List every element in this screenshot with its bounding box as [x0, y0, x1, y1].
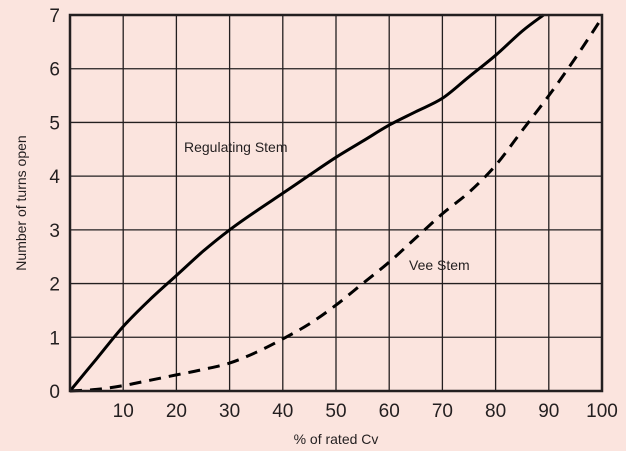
- x-tick-label: 70: [432, 401, 453, 422]
- annotation-regulating-stem: Regulating Stem: [184, 139, 288, 155]
- x-tick-label: 100: [586, 401, 618, 422]
- y-tick-label: 6: [49, 60, 60, 81]
- y-axis-title: Number of turns open: [13, 135, 29, 270]
- x-tick-label: 10: [113, 401, 134, 422]
- y-tick-label: 0: [49, 382, 60, 403]
- y-tick-label: 1: [49, 328, 60, 349]
- y-tick-labels: 0 1 2 3 4 5 6 7: [49, 6, 60, 403]
- x-tick-label: 20: [166, 401, 187, 422]
- y-tick-label: 2: [49, 275, 60, 296]
- annotation-vee-stem: Vee Stem: [409, 257, 470, 273]
- x-tick-label: 90: [538, 401, 559, 422]
- y-tick-label: 3: [49, 221, 60, 242]
- plot-frame: [68, 13, 604, 393]
- y-tick-label: 4: [49, 167, 60, 188]
- x-tick-labels: 10 20 30 40 50 60 70 80 90 100: [113, 401, 618, 422]
- y-tick-label: 5: [49, 113, 60, 134]
- x-tick-label: 30: [219, 401, 240, 422]
- x-axis-title: % of rated Cv: [294, 431, 379, 447]
- grid-lines: [70, 15, 602, 391]
- x-tick-label: 50: [325, 401, 346, 422]
- series-line-vee-stem: [69, 16, 604, 393]
- series-line-regulating-stem: [68, 13, 545, 392]
- x-tick-label: 80: [485, 401, 506, 422]
- x-tick-label: 60: [379, 401, 400, 422]
- x-tick-label: 40: [272, 401, 293, 422]
- series-lines: [68, 13, 604, 393]
- y-tick-label: 7: [49, 6, 60, 27]
